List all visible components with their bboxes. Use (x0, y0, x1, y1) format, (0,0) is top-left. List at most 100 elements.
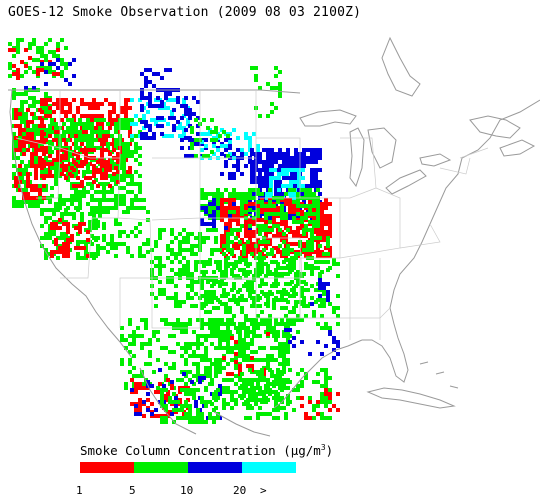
smoke-cell-202 (24, 168, 28, 172)
smoke-cell-987 (44, 236, 48, 240)
smoke-cell-3376 (272, 416, 276, 420)
smoke-cell-15 (40, 46, 44, 50)
smoke-cell-808 (74, 190, 78, 194)
smoke-cell-3029 (160, 346, 164, 350)
smoke-cell-201 (20, 168, 24, 172)
smoke-cell-379 (124, 106, 128, 110)
smoke-cell-2757 (242, 338, 246, 342)
smoke-cell-1479 (294, 172, 298, 176)
smoke-cell-595 (78, 118, 82, 122)
smoke-cell-1879 (272, 218, 276, 222)
smoke-cell-2146 (162, 228, 166, 232)
smoke-cell-1722 (208, 208, 212, 212)
smoke-cell-1176 (150, 118, 154, 122)
smoke-cell-2061 (296, 192, 300, 196)
smoke-cell-1137 (138, 254, 142, 258)
smoke-cell-2543 (200, 278, 204, 282)
smoke-cell-2998 (128, 334, 132, 338)
smoke-cell-3389 (332, 336, 336, 340)
smoke-cell-634 (62, 130, 66, 134)
smoke-cell-2503 (248, 262, 252, 266)
smoke-cell-3315 (264, 384, 268, 388)
smoke-cell-1075 (122, 202, 126, 206)
smoke-cell-1339 (256, 148, 260, 152)
legend-unit-exponent: 3 (320, 443, 326, 452)
smoke-cell-1805 (284, 202, 288, 206)
smoke-cell-2286 (170, 260, 174, 264)
smoke-cell-3226 (184, 392, 188, 396)
smoke-cell-2721 (286, 322, 290, 326)
smoke-cell-1126 (114, 246, 118, 250)
smoke-cell-1369 (224, 164, 228, 168)
smoke-cell-3079 (196, 370, 200, 374)
smoke-cell-831 (134, 194, 138, 198)
smoke-cell-204 (44, 168, 48, 172)
smoke-cell-3202 (174, 404, 178, 408)
smoke-cell-1064 (50, 254, 54, 258)
smoke-cell-627 (90, 126, 94, 130)
smoke-cell-2188 (310, 236, 314, 240)
smoke-cell-944 (76, 208, 80, 212)
smoke-cell-3514 (206, 154, 210, 158)
lake-superior (299, 109, 357, 127)
smoke-cell-3220 (192, 388, 196, 392)
smoke-cell-1313 (204, 132, 208, 136)
smoke-cell-2115 (304, 212, 308, 216)
smoke-cell-1422 (294, 156, 298, 160)
smoke-cell-3357 (276, 404, 280, 408)
smoke-cell-696 (138, 146, 142, 150)
smoke-cell-1334 (200, 148, 204, 152)
smoke-cell-1434 (270, 160, 274, 164)
smoke-cell-3361 (324, 404, 328, 408)
smoke-cell-3188 (130, 388, 134, 392)
smoke-cell-2379 (158, 280, 162, 284)
smoke-cell-2395 (174, 284, 178, 288)
state-line-8 (256, 137, 303, 279)
smoke-cell-1692 (204, 196, 208, 200)
smoke-cell-1116 (106, 242, 110, 246)
smoke-cell-3225 (172, 392, 176, 396)
smoke-cell-403 (124, 114, 128, 118)
smoke-cell-360 (80, 102, 84, 106)
legend-tick-gt: > (260, 484, 267, 497)
smoke-cell-2653 (204, 322, 208, 326)
smoke-cell-1363 (224, 160, 228, 164)
smoke-cell-365 (100, 102, 104, 106)
smoke-cell-2762 (218, 342, 222, 346)
smoke-cell-2231 (170, 248, 174, 252)
smoke-cell-8 (32, 42, 36, 46)
smoke-cell-2816 (262, 358, 266, 362)
smoke-cell-380 (128, 106, 132, 110)
smoke-cell-654 (98, 134, 102, 138)
smoke-cell-412 (112, 118, 116, 122)
smoke-cell-2265 (286, 252, 290, 256)
smoke-cell-1042 (66, 230, 70, 234)
smoke-cell-1 (20, 38, 24, 42)
smoke-cell-2756 (238, 338, 242, 342)
smoke-cell-2135 (240, 224, 244, 228)
smoke-cell-706 (126, 150, 130, 154)
smoke-cell-1450 (278, 164, 282, 168)
smoke-cell-1752 (232, 202, 236, 206)
smoke-cell-878 (100, 148, 104, 152)
smoke-cell-1496 (314, 176, 318, 180)
smoke-cell-1485 (258, 176, 262, 180)
cuba-outline (366, 387, 456, 409)
smoke-cell-865 (106, 206, 110, 210)
smoke-cell-474 (100, 138, 104, 142)
smoke-cell-2650 (292, 318, 296, 322)
smoke-cell-3460 (318, 278, 322, 282)
smoke-cell-1436 (282, 160, 286, 164)
smoke-cell-1067 (86, 254, 90, 258)
smoke-cell-1145 (56, 66, 60, 70)
smoke-cell-106 (20, 108, 24, 112)
smoke-cell-762 (54, 174, 58, 178)
smoke-cell-2198 (202, 240, 206, 244)
smoke-cell-1244 (160, 124, 164, 128)
smoke-cell-2962 (230, 372, 234, 376)
smoke-cell-2995 (184, 330, 188, 334)
smoke-cell-449 (48, 134, 52, 138)
smoke-cell-3215 (160, 388, 164, 392)
smoke-cell-273 (22, 128, 26, 132)
smoke-cell-1520 (310, 184, 314, 188)
